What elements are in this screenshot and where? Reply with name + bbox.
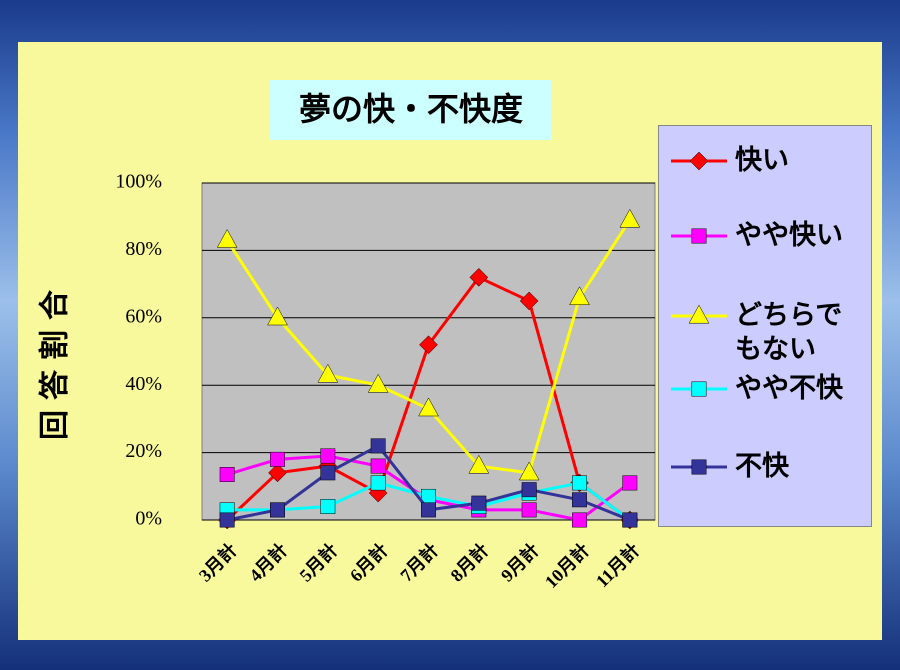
marker	[689, 151, 709, 171]
legend-label: やや快い	[735, 220, 843, 251]
legend-label: どちらでもない	[735, 300, 843, 365]
marker	[418, 397, 439, 417]
marker	[216, 228, 238, 248]
marker	[619, 208, 641, 228]
marker	[519, 291, 539, 311]
marker	[320, 465, 336, 481]
legend-swatch	[671, 459, 727, 475]
marker	[518, 461, 540, 481]
legend-item: どちらでもない	[671, 299, 860, 367]
legend-label: 不快	[735, 451, 789, 482]
marker	[270, 502, 285, 518]
marker	[370, 438, 386, 454]
marker	[367, 373, 389, 393]
title-box	[270, 80, 552, 140]
marker	[622, 475, 638, 491]
legend-swatch	[671, 381, 727, 397]
y-tick-label: 0%	[135, 508, 162, 530]
marker	[521, 502, 537, 518]
marker	[688, 304, 710, 324]
legend-item: やや不快	[671, 372, 860, 406]
marker	[370, 458, 386, 474]
marker	[267, 306, 288, 326]
y-axis-label: 回答割合	[38, 280, 73, 440]
legend-item: やや快い	[671, 219, 860, 253]
marker	[320, 448, 336, 464]
marker	[572, 475, 587, 491]
legend-item: 快い	[671, 144, 860, 178]
marker	[270, 451, 285, 467]
marker	[268, 463, 287, 483]
marker	[317, 363, 339, 383]
legend-item: 不快	[671, 450, 860, 484]
y-tick-label: 40%	[125, 373, 162, 395]
legend-swatch	[671, 304, 727, 324]
marker	[622, 512, 638, 528]
marker	[320, 499, 336, 514]
marker	[419, 335, 438, 355]
legend-label: 快い	[735, 145, 789, 176]
marker	[521, 482, 537, 498]
legend-label: やや不快	[735, 373, 843, 404]
marker	[219, 467, 235, 482]
marker	[569, 286, 590, 306]
marker	[691, 381, 707, 397]
marker	[572, 512, 587, 528]
y-tick-label: 60%	[125, 305, 162, 327]
marker	[219, 512, 235, 528]
legend: 快いやや快いどちらでもないやや不快不快	[658, 125, 872, 527]
marker	[691, 228, 707, 244]
y-tick-label: 80%	[125, 238, 162, 260]
y-tick-label: 20%	[125, 440, 162, 462]
marker	[691, 459, 707, 475]
marker	[421, 502, 436, 518]
marker	[468, 454, 490, 474]
marker	[572, 492, 587, 508]
legend-swatch	[671, 228, 727, 244]
marker	[471, 495, 487, 511]
marker	[370, 475, 386, 491]
legend-swatch	[671, 151, 727, 171]
chart-title: 夢の快・不快度	[299, 90, 523, 128]
marker	[469, 268, 489, 287]
y-tick-label: 100%	[115, 171, 162, 193]
